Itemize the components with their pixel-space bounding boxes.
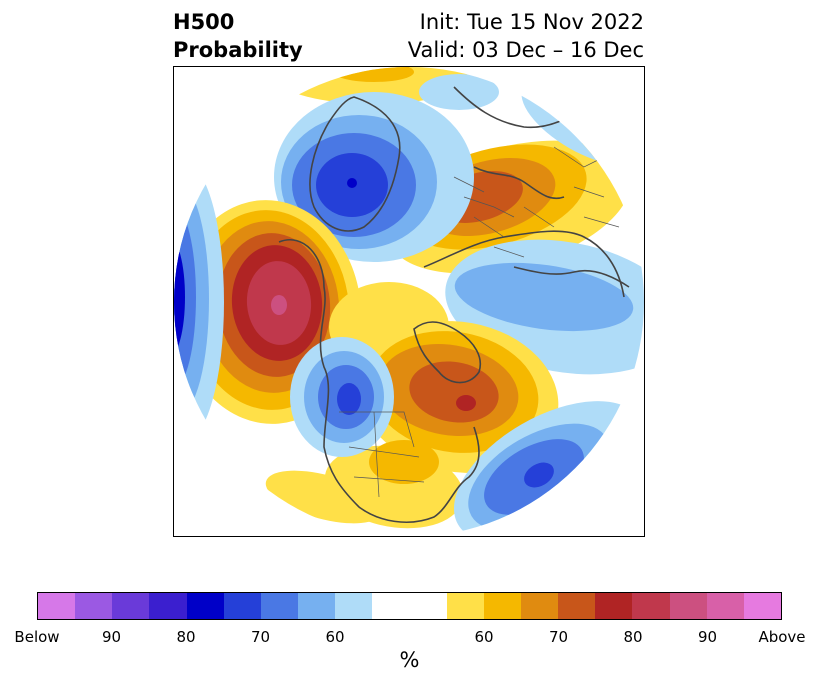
colorbar-tick-label: 80 — [623, 628, 643, 646]
colorbar-below-6 — [223, 593, 261, 619]
greenland-coast — [309, 96, 401, 232]
colorbar-below-4 — [149, 593, 187, 619]
title-type: Probability — [173, 38, 303, 62]
colorbar-tick-label: Above — [758, 628, 806, 646]
colorbar-below-2 — [75, 593, 113, 619]
colorbar-above-4 — [558, 593, 596, 619]
title-init: Init: Tue 15 Nov 2022 — [419, 10, 644, 34]
colorbar-below-1 — [38, 593, 76, 619]
colorbar-below-7 — [260, 593, 299, 619]
colorbar-tick-label: 60 — [325, 628, 345, 646]
us-state-lines — [339, 411, 425, 498]
colorbar-tick-label: 60 — [474, 628, 494, 646]
colorbar-tick-label: 70 — [548, 628, 569, 646]
colorbar-above-1 — [446, 593, 484, 619]
colorbar-tick-label: 90 — [697, 628, 718, 646]
colorbar-above-5 — [595, 593, 633, 619]
colorbar-neutral — [372, 593, 447, 619]
siberia-coast — [513, 266, 630, 288]
greenland-trough-anomaly — [274, 92, 474, 262]
colorbar-ticks: Below 90 80 70 60 60 70 80 90 Above — [14, 628, 805, 648]
colorbar-tick-label: 90 — [101, 628, 122, 646]
probability-map — [173, 66, 645, 537]
western-us-trough-anomaly — [290, 337, 394, 457]
map-disk — [174, 67, 644, 536]
colorbar-below-9 — [335, 593, 373, 619]
colorbar-below-5 — [186, 593, 224, 619]
colorbar-tick-label: Below — [14, 628, 60, 646]
chart-title-left: H500 Probability — [173, 8, 303, 64]
colorbar-above-7 — [669, 593, 707, 619]
europe-borders — [453, 176, 555, 258]
north-america-west-coast — [278, 239, 480, 523]
title-variable: H500 — [173, 10, 235, 34]
colorbar — [37, 592, 782, 620]
colorbar-above-3 — [521, 593, 559, 619]
colorbar-above-8 — [706, 593, 744, 619]
eurasia-north-coast — [423, 230, 625, 298]
colorbar-unit-label: % — [399, 648, 420, 672]
colorbar-tick-label: 70 — [250, 628, 271, 646]
colorbar-below-3 — [112, 593, 150, 619]
colorbar-tick-label: 80 — [176, 628, 196, 646]
title-valid: Valid: 03 Dec – 16 Dec — [407, 38, 644, 62]
colorbar-above-9 — [743, 593, 782, 619]
north-pacific-trough-anomaly — [174, 162, 224, 442]
colorbar-above-2 — [483, 593, 522, 619]
map-svg — [174, 67, 644, 536]
chart-title-right: Init: Tue 15 Nov 2022 Valid: 03 Dec – 16… — [408, 8, 644, 64]
colorbar-above-6 — [632, 593, 670, 619]
eastern-canada-ridge-anomaly — [359, 321, 559, 473]
scandinavia-coast — [473, 166, 565, 200]
hudson-bay — [413, 321, 481, 384]
colorbar-below-8 — [298, 593, 336, 619]
